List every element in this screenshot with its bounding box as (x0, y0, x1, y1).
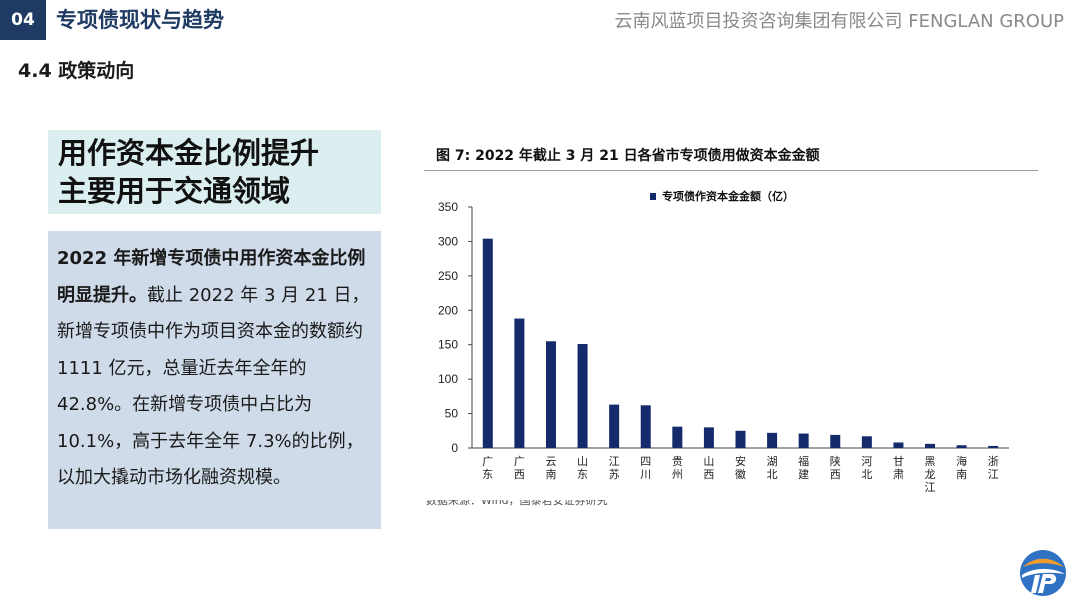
fenglan-logo-icon (1020, 550, 1066, 596)
bar-15 (925, 443, 936, 448)
bar-6 (640, 405, 651, 448)
body-text-box: 2022 年新增专项债中用作资本金比例明显提升。截止 2022 年 3 月 21… (48, 231, 381, 529)
headline-line-1: 用作资本金比例提升 (58, 136, 320, 170)
body-text: 截止 2022 年 3 月 21 日，新增专项债中作为项目资本金的数额约 111… (57, 284, 370, 489)
figure-title-rule (424, 170, 1038, 171)
bar-4 (577, 344, 588, 448)
body-lead-bold: 2022 年新增专项债中用作资本金比例明显提升。 (57, 248, 366, 306)
x-tick-label: 云南 (545, 455, 556, 481)
bar-1 (482, 238, 493, 448)
y-tick-label: 300 (438, 234, 458, 248)
y-tick-label: 350 (438, 200, 458, 214)
y-tick-label: 0 (451, 441, 458, 455)
section-title: 专项债现状与趋势 (56, 8, 224, 32)
y-tick-label: 200 (438, 303, 458, 317)
bar-17 (988, 445, 999, 448)
subheading: 4.4 政策动向 (18, 60, 135, 82)
bar-8 (703, 427, 714, 448)
x-tick-label: 贵州 (672, 455, 683, 481)
y-tick-label: 150 (438, 338, 458, 352)
figure-source-text: 数据来源：Wind，国泰君安证券研究 (426, 500, 608, 507)
x-tick-label: 陕西 (830, 454, 841, 481)
x-tick-label: 福建 (798, 454, 809, 481)
x-tick-label: 山西 (703, 455, 714, 481)
bar-9 (735, 430, 746, 448)
bar-chart: 050100150200250300350专项债作资本金金额（亿）广东广西云南山… (438, 189, 1009, 494)
company-name: 云南风蓝项目投资咨询集团有限公司 FENGLAN GROUP (614, 11, 1064, 32)
x-tick-label: 河北 (861, 455, 872, 481)
legend-label: 专项债作资本金金额（亿） (662, 189, 794, 203)
x-tick-label: 浙江 (988, 455, 999, 481)
bar-2 (514, 318, 525, 448)
x-tick-label: 四川 (640, 455, 651, 481)
bar-7 (672, 426, 683, 448)
legend-swatch (650, 193, 656, 200)
section-number-badge: 04 (0, 0, 46, 40)
x-tick-label: 安徽 (735, 454, 746, 481)
bar-5 (609, 404, 620, 448)
x-tick-label: 广西 (514, 455, 525, 481)
x-tick-label: 海南 (956, 454, 967, 481)
bar-14 (893, 442, 904, 448)
bar-10 (767, 432, 778, 448)
bar-13 (861, 436, 872, 448)
figure-title: 图 7: 2022 年截止 3 月 21 日各省市专项债用做资本金金额 (436, 148, 820, 164)
headline-line-2: 主要用于交通领域 (58, 174, 291, 208)
x-tick-label: 湖北 (767, 455, 778, 481)
y-tick-label: 50 (445, 407, 459, 421)
y-tick-label: 250 (438, 269, 458, 283)
x-tick-label: 江苏 (609, 455, 620, 481)
y-tick-label: 100 (438, 372, 458, 386)
x-tick-label: 广东 (482, 455, 493, 481)
bar-11 (798, 433, 809, 448)
headline-box: 用作资本金比例提升 主要用于交通领域 (48, 130, 381, 214)
bar-16 (956, 445, 967, 448)
x-tick-label: 山东 (577, 455, 588, 481)
x-tick-label: 黑龙江 (925, 455, 936, 494)
bar-12 (830, 434, 841, 448)
bar-3 (545, 341, 556, 448)
x-tick-label: 甘肃 (893, 455, 904, 481)
figure-source-partial: 数据来源：Wind，国泰君安证券研究 (426, 500, 716, 512)
